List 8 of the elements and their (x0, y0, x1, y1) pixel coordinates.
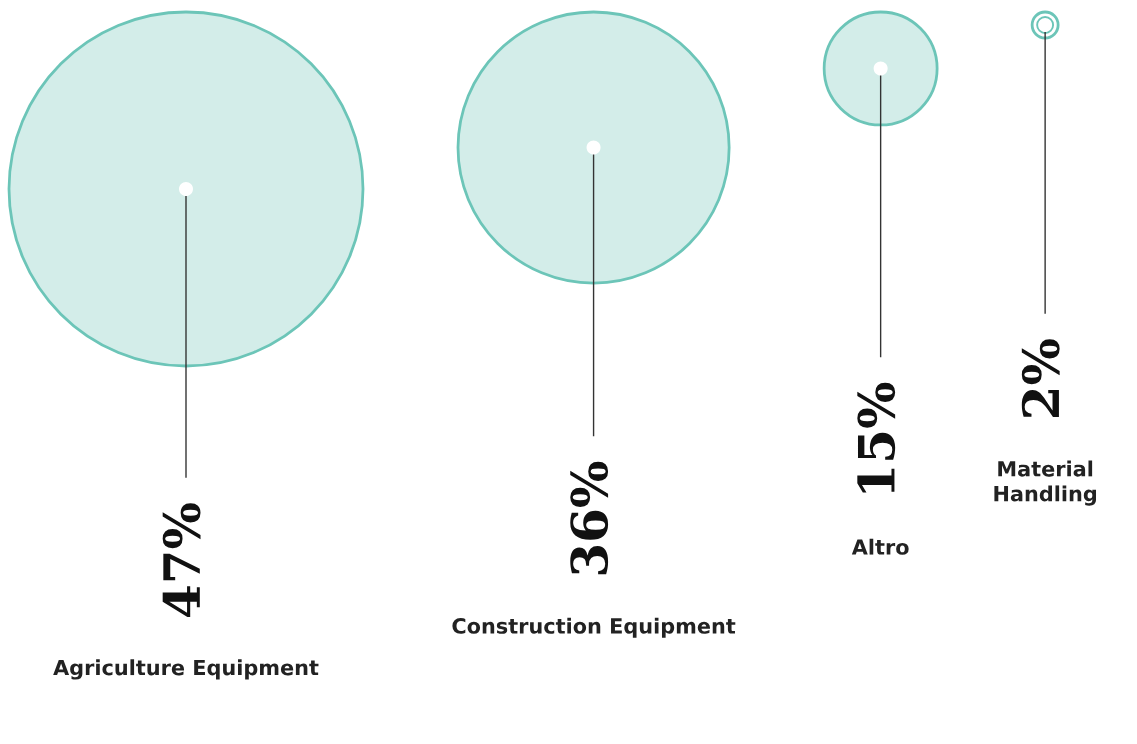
category-label: Construction Equipment (452, 617, 736, 638)
data-label: 15% (857, 382, 896, 493)
category-label: Material Handling (994, 460, 1097, 506)
data-label: 36% (570, 461, 609, 575)
category-label: Agriculture Equipment (53, 659, 319, 680)
data-label: 2% (1021, 339, 1060, 417)
data-label: 47% (162, 503, 201, 618)
category-label: Altro (851, 538, 909, 555)
